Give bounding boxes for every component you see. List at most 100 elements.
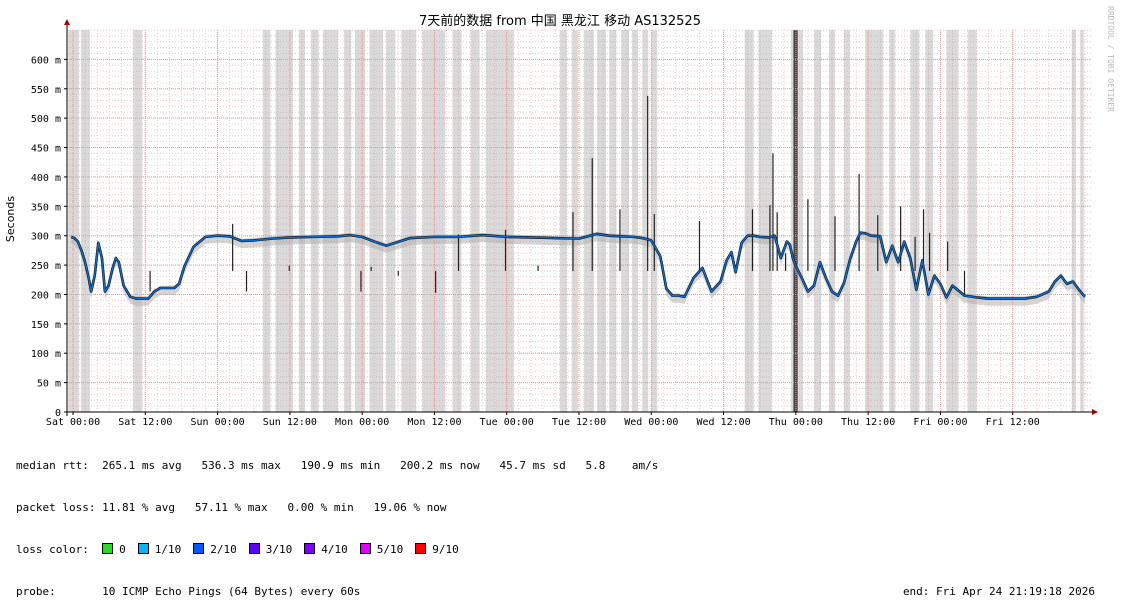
y-tick-label: 350 m: [31, 202, 61, 213]
y-axis-label: Seconds: [4, 196, 17, 242]
loss-band: [758, 30, 772, 412]
loss-color-entry: 9/10: [415, 543, 459, 556]
y-tick-label: 50 m: [37, 379, 61, 390]
loss-color-label-text: 3/10: [265, 543, 293, 556]
x-tick-label: Thu 12:00: [841, 417, 895, 428]
loss-band: [422, 30, 446, 412]
loss-band: [401, 30, 417, 412]
loss-band: [828, 30, 835, 412]
x-tick-label: Wed 00:00: [624, 417, 678, 428]
y-tick-label: 200 m: [31, 290, 61, 301]
loss-color-label-text: 2/10: [210, 543, 237, 556]
loss-color-swatch: [102, 543, 114, 554]
loss-band: [946, 30, 959, 412]
y-tick-label: 500 m: [31, 114, 61, 125]
minor-grid: [67, 29, 1091, 413]
x-tick-label: Tue 12:00: [552, 417, 606, 428]
loss-color-entry: 0: [102, 543, 126, 556]
loss-band: [889, 30, 896, 412]
loss-color-swatch: [248, 543, 260, 554]
loss-band: [369, 30, 384, 412]
loss-color-entry: 3/10: [248, 543, 293, 556]
packet-loss-values: 11.81 % avg 57.11 % max 0.00 % min 19.06…: [102, 501, 447, 514]
median-rtt-row: median rtt: 265.1 ms avg 536.3 ms max 19…: [16, 459, 1111, 473]
y-tick-label: 600 m: [31, 55, 61, 66]
loss-band: [559, 30, 567, 412]
loss-band: [1071, 30, 1076, 412]
legend: median rtt: 265.1 ms avg 536.3 ms max 19…: [16, 431, 1111, 613]
x-tick-label: Mon 12:00: [407, 417, 461, 428]
x-tick-label: Mon 00:00: [335, 417, 389, 428]
loss-color-label-text: 9/10: [432, 543, 459, 556]
loss-band: [744, 30, 754, 412]
rtt-series: [70, 95, 1086, 300]
loss-color-entry: 4/10: [304, 543, 348, 556]
loss-band: [310, 30, 319, 412]
y-tick-label: 300 m: [31, 232, 61, 243]
loss-band: [642, 30, 649, 412]
loss-band: [68, 30, 80, 412]
loss-band: [262, 30, 271, 412]
loss-band: [609, 30, 617, 412]
median-rtt-label: median rtt:: [16, 459, 89, 472]
rrdtool-watermark: RRDTOOL / TOBI OETIKER: [1106, 6, 1115, 112]
loss-color-label-text: 0: [119, 543, 126, 556]
x-tick-label: Wed 12:00: [696, 417, 750, 428]
y-tick-label: 550 m: [31, 85, 61, 96]
loss-band: [275, 30, 293, 412]
loss-band: [323, 30, 339, 412]
loss-band: [844, 30, 851, 412]
loss-band: [298, 30, 305, 412]
packet-loss-label: packet loss:: [16, 501, 96, 514]
loss-color-swatch: [304, 543, 316, 554]
loss-color-swatch: [137, 543, 149, 554]
median-rtt-line: [70, 232, 1086, 300]
y-tick-label: 250 m: [31, 261, 61, 272]
x-tick-label: Fri 12:00: [986, 417, 1040, 428]
x-tick-label: Sun 00:00: [190, 417, 244, 428]
loss-band: [344, 30, 352, 412]
loss-color-label: loss color:: [16, 543, 89, 556]
x-tick-label: Fri 00:00: [913, 417, 967, 428]
loss-band: [571, 30, 578, 412]
loss-band: [925, 30, 934, 412]
loss-band: [910, 30, 920, 412]
loss-color-label-text: 5/10: [376, 543, 404, 556]
loss-band: [386, 30, 396, 412]
x-tick-label: Tue 00:00: [480, 417, 534, 428]
loss-band: [452, 30, 462, 412]
y-tick-label: 100 m: [31, 349, 61, 360]
x-tick-label: Thu 00:00: [769, 417, 823, 428]
probe-row: probe: 10 ICMP Echo Pings (64 Bytes) eve…: [16, 585, 1111, 599]
loss-band: [632, 30, 639, 412]
loss-band: [583, 30, 595, 412]
y-tick-label: 150 m: [31, 320, 61, 331]
loss-band: [133, 30, 143, 412]
probe-value: 10 ICMP Echo Pings (64 Bytes) every 60s: [102, 585, 361, 598]
loss-color-entry: 2/10: [193, 543, 237, 556]
loss-color-swatches: 0 1/10 2/10 3/10 4/10 5/10 9/10: [102, 543, 471, 556]
loss-color-swatch: [359, 543, 371, 554]
loss-band: [865, 30, 884, 412]
loss-color-entry: 5/10: [359, 543, 404, 556]
loss-band: [1080, 30, 1084, 412]
y-tick-label: 400 m: [31, 173, 61, 184]
loss-band: [485, 30, 514, 412]
probe-label: probe:: [16, 585, 56, 598]
y-tick-labels: 0 50 m 100 m 150 m 200 m 250 m 300 m 350 m 400 m…: [31, 55, 61, 419]
loss-band: [80, 30, 90, 412]
x-tick-label: Sun 12:00: [263, 417, 317, 428]
y-tick-label: 450 m: [31, 144, 61, 155]
loss-color-label-text: 4/10: [321, 543, 348, 556]
chart-title: 7天前的数据 from 中国 黑龙江 移动 AS132525: [419, 13, 701, 29]
loss-color-swatch: [415, 543, 427, 554]
loss-bands: [68, 30, 1084, 412]
loss-band: [354, 30, 366, 412]
median-rtt-values: 265.1 ms avg 536.3 ms max 190.9 ms min 2…: [102, 459, 659, 472]
x-tick-label: Sat 12:00: [118, 417, 172, 428]
loss-color-label-text: 1/10: [154, 543, 182, 556]
loss-color-row: loss color: 0 1/10 2/10 3/10 4/10 5/10 9/10: [16, 543, 1111, 557]
y-tick-label: 0: [55, 408, 61, 419]
x-tick-labels: Sat 00:00 Sat 12:00 Sun 00:00 Sun 12:00 Mon …: [46, 417, 1040, 428]
loss-band: [967, 30, 977, 412]
